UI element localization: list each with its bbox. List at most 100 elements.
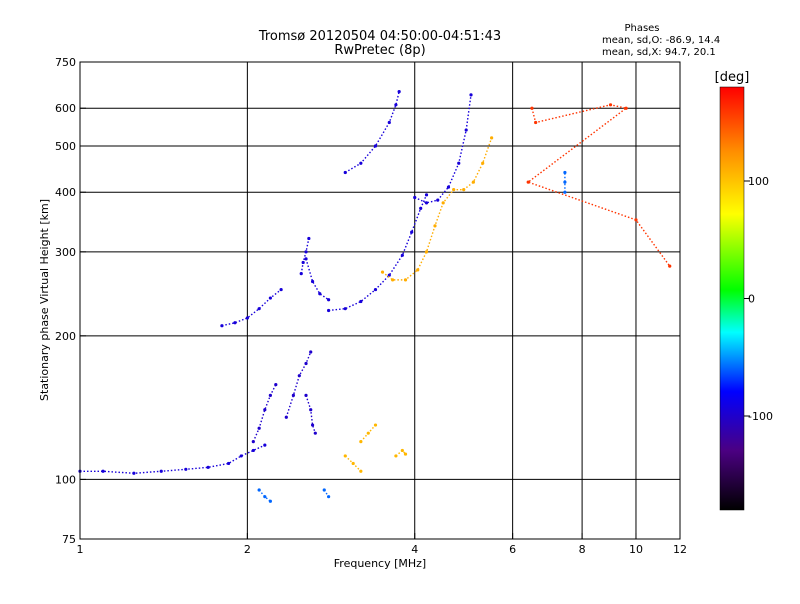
data-point (534, 120, 538, 125)
colorbar-tick-label: 0 (748, 293, 755, 306)
data-point (403, 452, 408, 456)
data-point (263, 443, 267, 447)
data-point (464, 128, 468, 132)
data-point (251, 440, 255, 444)
data-point (416, 268, 420, 272)
data-point (304, 250, 308, 254)
y-tick-label: 75 (62, 533, 76, 546)
trace-line (285, 351, 312, 418)
data-point (366, 431, 370, 435)
trace-line (328, 194, 428, 312)
data-point (327, 298, 331, 302)
phases-line-o: mean, sd,O: -86.9, 14.4 (602, 35, 720, 46)
trace-line (344, 91, 400, 174)
data-point (359, 299, 363, 304)
data-point (251, 448, 255, 453)
data-point (245, 316, 249, 320)
data-point (436, 198, 440, 202)
trace-line (414, 94, 472, 204)
data-point (309, 350, 313, 354)
data-point (410, 230, 414, 234)
data-point (624, 106, 628, 110)
data-point (257, 488, 261, 492)
data-point (446, 185, 451, 189)
data-point (441, 201, 445, 205)
x-tick-label: 10 (629, 543, 643, 556)
data-point (159, 469, 163, 473)
data-point (563, 180, 567, 184)
data-point (359, 440, 363, 444)
data-point (313, 431, 317, 435)
data-point (400, 253, 404, 257)
data-point (307, 236, 311, 241)
x-tick-label: 12 (673, 543, 687, 556)
data-point (668, 264, 672, 268)
colorbar (719, 86, 745, 511)
x-tick-label: 2 (244, 543, 251, 556)
data-point (373, 144, 378, 148)
data-point (526, 180, 530, 184)
data-point (279, 287, 283, 292)
x-axis-label: Frequency [MHz] (334, 557, 426, 570)
data-point (419, 206, 423, 210)
trace-line (252, 384, 277, 442)
data-point (268, 296, 272, 300)
data-point (343, 454, 347, 458)
data-point (310, 423, 315, 427)
data-point (226, 461, 231, 466)
data-point (297, 374, 301, 378)
data-point (291, 393, 295, 398)
data-point (397, 90, 401, 94)
data-point (322, 488, 326, 492)
y-axis-ticks: 75 100 200 300 400 500 600 750 (55, 56, 86, 546)
data-point (132, 471, 136, 475)
data-point (268, 393, 272, 398)
y-tick-label: 200 (55, 330, 76, 343)
data-point (380, 270, 385, 274)
data-point (309, 408, 313, 412)
data-point (359, 161, 363, 165)
trace-line (526, 104, 671, 267)
data-point (351, 461, 355, 466)
data-point (413, 195, 417, 200)
data-point (563, 170, 567, 175)
colorbar-tick-label: 100 (748, 175, 769, 188)
x-tick-label: 4 (411, 543, 418, 556)
colorbar-label: [deg] (715, 70, 750, 85)
data-point (394, 454, 398, 458)
y-axis-label: Stationary phase Virtual Height [km] (38, 199, 51, 401)
data-point (462, 188, 466, 192)
data-point (634, 218, 638, 222)
data-point (490, 136, 494, 140)
data-point (263, 495, 267, 499)
data-point (304, 393, 308, 398)
data-point (373, 423, 378, 427)
data-point (327, 495, 331, 499)
data-point (206, 465, 210, 469)
y-tick-label: 100 (55, 473, 76, 486)
data-point (424, 201, 429, 205)
x-tick-label: 1 (77, 543, 84, 556)
data-point (304, 257, 308, 261)
data-point (403, 278, 408, 282)
data-point (343, 307, 347, 311)
data-point (257, 307, 261, 311)
phases-line-x: mean, sd,X: 94.7, 20.1 (602, 47, 716, 58)
plot-frame (79, 61, 681, 540)
data-point (424, 250, 429, 254)
chart-subtitle: RwPretec (8p) (334, 43, 425, 58)
data-point (387, 120, 391, 125)
data-point (469, 93, 473, 97)
trace-line (305, 395, 316, 434)
data-point (530, 106, 534, 110)
data-point (359, 469, 363, 473)
trace-line (382, 137, 493, 281)
data-point (373, 287, 378, 292)
x-tick-label: 6 (509, 543, 516, 556)
data-point (343, 170, 347, 175)
data-point (263, 408, 267, 412)
data-point (304, 361, 308, 366)
data-point (101, 469, 105, 473)
grid-lines (80, 62, 680, 539)
